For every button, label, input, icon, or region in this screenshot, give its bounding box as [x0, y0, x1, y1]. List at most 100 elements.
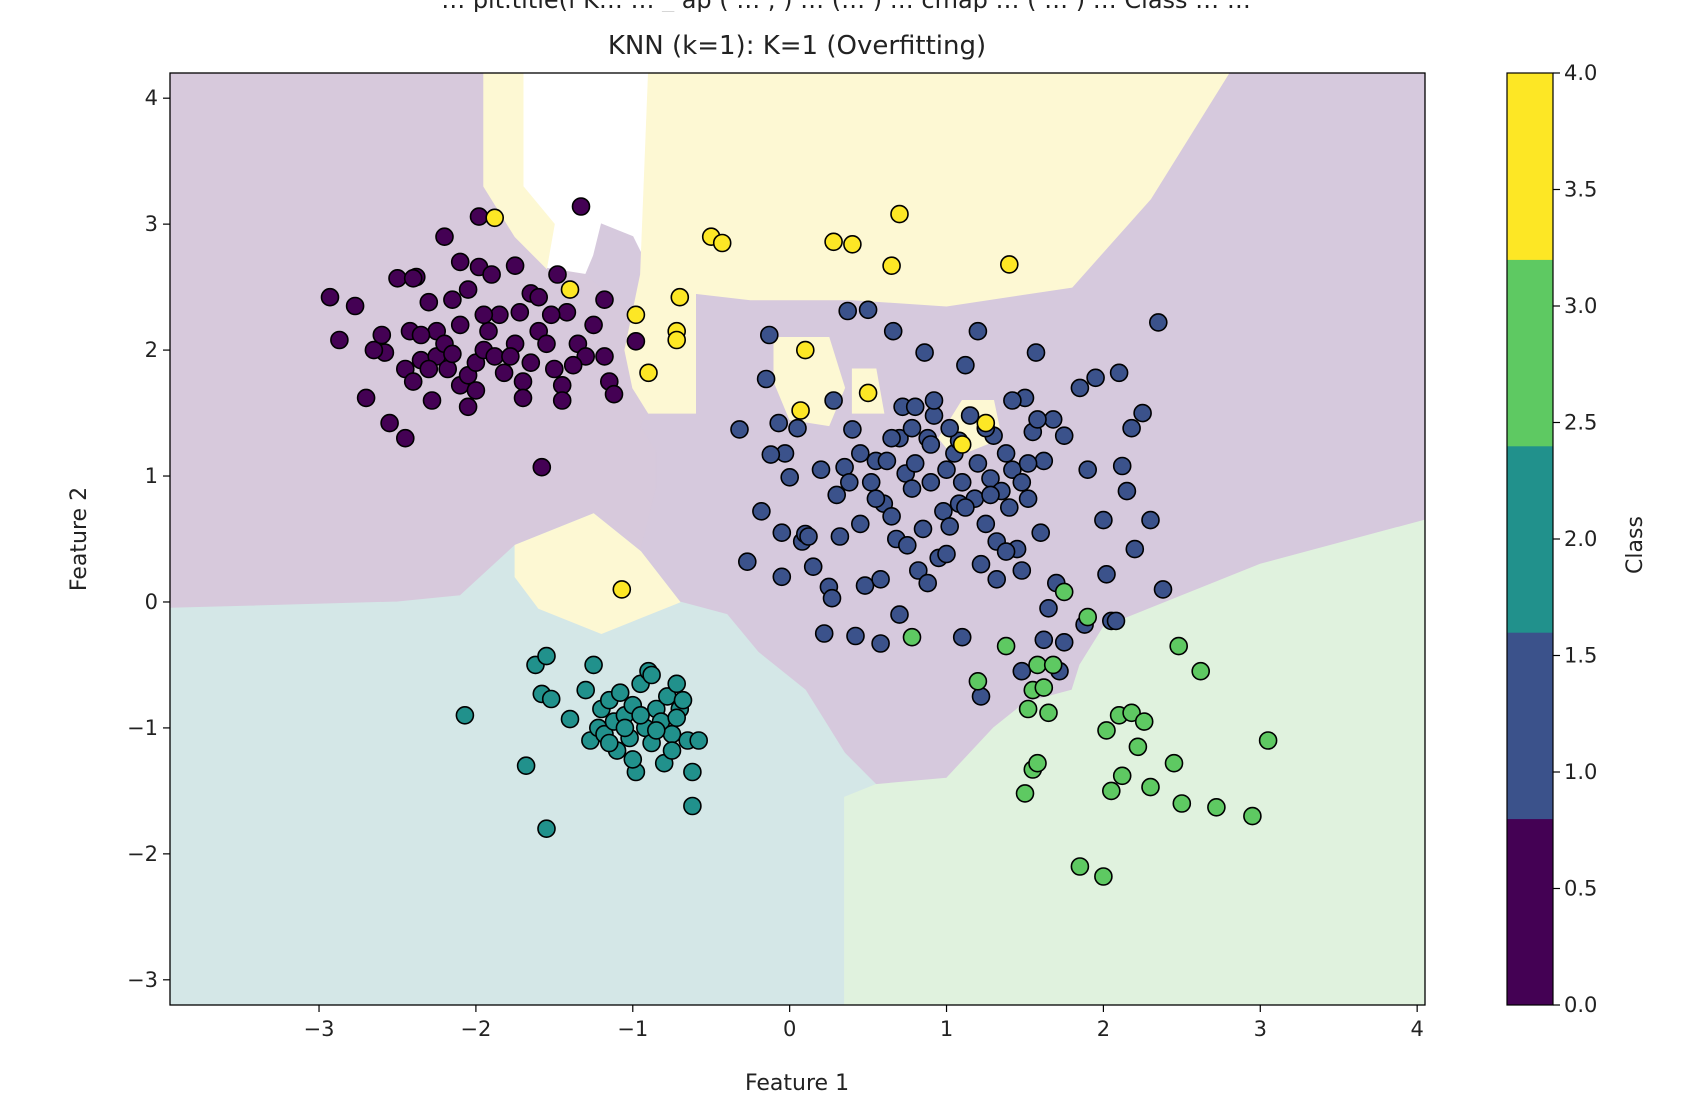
point-class-1 [883, 321, 903, 341]
point-class-0 [380, 413, 399, 433]
point-class-1 [968, 454, 988, 473]
point-class-3 [1034, 678, 1054, 697]
point-class-3 [1258, 731, 1278, 750]
point-class-1 [1018, 454, 1038, 473]
point-class-0 [541, 305, 561, 325]
point-class-3 [1243, 806, 1262, 826]
point-class-1 [996, 444, 1016, 463]
point-class-1 [924, 391, 944, 410]
point-class-0 [548, 265, 567, 284]
point-class-0 [584, 315, 603, 335]
point-class-4 [882, 256, 901, 276]
point-class-3 [1122, 703, 1141, 723]
point-class-1 [871, 569, 890, 589]
point-class-2 [516, 756, 536, 776]
point-class-1 [971, 687, 991, 706]
point-class-1 [1070, 378, 1090, 398]
x-axis-label: Feature 1 [745, 1071, 849, 1096]
point-class-1 [937, 544, 956, 564]
point-class-0 [435, 227, 454, 246]
point-class-3 [1172, 794, 1192, 813]
point-class-1 [1097, 564, 1116, 584]
point-class-1 [843, 420, 862, 439]
cut-off-code-text: … plt.title(f'K… … _ ap ( … , ) … (… ) …… [0, 0, 1692, 12]
point-class-0 [595, 347, 614, 366]
point-class-1 [1043, 410, 1063, 429]
point-class-1 [772, 523, 792, 543]
point-class-0 [529, 287, 549, 307]
point-class-4 [612, 580, 632, 599]
colorbar-band [1507, 818, 1553, 1006]
x-tick-label: 2 [1097, 1017, 1110, 1041]
point-class-1 [1026, 343, 1046, 362]
y-tick-label: −2 [127, 842, 158, 866]
point-class-3 [1097, 721, 1116, 740]
point-class-3 [1015, 784, 1035, 803]
decision-region-class-4 [514, 513, 681, 635]
point-class-1 [902, 418, 922, 438]
point-class-2 [615, 718, 635, 738]
y-axis-ticks: −3 −2 −1 0 1 2 3 4 [127, 86, 170, 992]
y-axis-label: Feature 2 [67, 487, 92, 591]
point-class-1 [858, 300, 878, 320]
y-tick-label: −3 [127, 968, 158, 992]
point-class-0 [474, 305, 494, 325]
colorbar-tick-label: 2.5 [1564, 411, 1597, 435]
point-class-2 [689, 731, 709, 750]
colorbar-tick-label: 3.0 [1564, 294, 1597, 318]
point-class-1 [905, 397, 925, 417]
point-class-3 [1078, 607, 1097, 627]
point-class-0 [458, 280, 478, 299]
point-class-0 [482, 265, 501, 284]
colorbar-band [1507, 445, 1553, 633]
point-class-1 [940, 517, 960, 536]
point-class-3 [1094, 867, 1113, 886]
decision-region-class-3 [844, 519, 1425, 1005]
point-class-3 [1102, 781, 1121, 801]
point-class-1 [846, 626, 865, 646]
point-class-3 [1028, 753, 1047, 773]
point-class-2 [599, 733, 619, 753]
point-class-1 [871, 634, 890, 653]
colorbar-band [1507, 73, 1553, 260]
point-class-1 [759, 325, 779, 345]
point-class-0 [422, 391, 442, 410]
point-class-4 [890, 204, 909, 224]
point-class-2 [631, 705, 650, 725]
point-class-1 [811, 460, 831, 480]
point-class-0 [458, 397, 478, 417]
point-class-0 [443, 290, 462, 310]
x-tick-label: −2 [460, 1017, 491, 1041]
point-class-3 [1028, 655, 1047, 675]
point-class-1 [1034, 630, 1054, 650]
point-class-2 [576, 680, 596, 700]
point-class-4 [858, 383, 878, 403]
point-class-1 [1117, 481, 1137, 501]
point-class-1 [952, 627, 972, 647]
point-class-1 [905, 454, 925, 473]
point-class-1 [882, 506, 901, 526]
colorbar-tick-label: 0.5 [1564, 877, 1597, 901]
colorbar-ticks: 0.0 0.5 1.0 1.5 2.0 2.5 3.0 3.5 4.0 [1553, 61, 1597, 1017]
point-class-1 [1012, 661, 1032, 681]
point-class-3 [1207, 797, 1226, 817]
point-class-2 [683, 762, 702, 782]
point-class-1 [999, 498, 1019, 517]
plot-frame [169, 72, 1426, 1006]
point-class-1 [1012, 472, 1032, 492]
point-class-1 [981, 485, 1000, 505]
point-class-1 [1112, 456, 1132, 476]
colorbar [1507, 73, 1553, 1006]
point-class-1 [803, 557, 823, 577]
point-class-0 [443, 344, 462, 364]
point-class-1 [814, 624, 834, 643]
point-class-0 [490, 305, 509, 325]
x-tick-label: 0 [783, 1017, 796, 1041]
colorbar-tick-label: 4.0 [1564, 61, 1597, 85]
point-class-2 [683, 796, 702, 816]
point-class-2 [667, 708, 687, 728]
point-class-1 [850, 444, 870, 463]
point-class-0 [521, 353, 541, 373]
point-class-0 [372, 325, 392, 345]
point-class-0 [513, 388, 533, 408]
